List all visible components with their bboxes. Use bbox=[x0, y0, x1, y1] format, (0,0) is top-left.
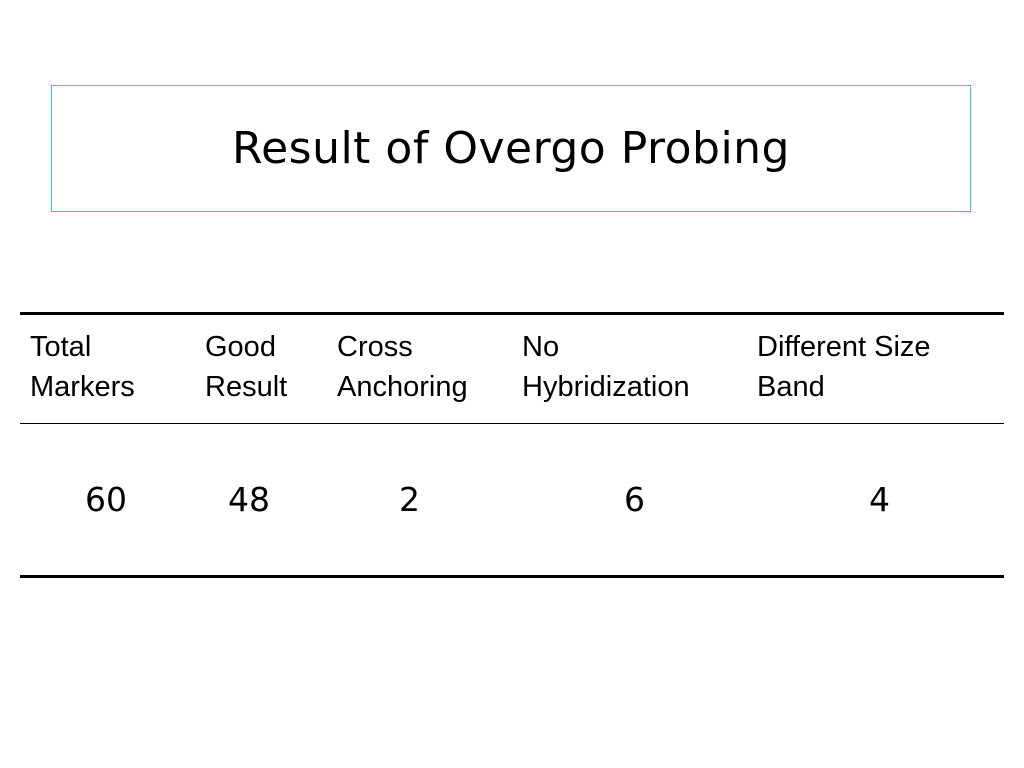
results-table: Total Markers Good Result Cross Anchorin… bbox=[20, 312, 1004, 578]
cell-total-markers: 60 bbox=[85, 480, 127, 519]
title-box: Result of Overgo Probing bbox=[51, 85, 971, 212]
header-line: Different Size bbox=[757, 331, 931, 363]
header-line: Markers bbox=[30, 371, 135, 403]
header-line: Cross bbox=[337, 331, 413, 363]
header-cross-anchoring: Cross Anchoring bbox=[327, 314, 512, 424]
header-good-result: Good Result bbox=[195, 314, 327, 424]
page-title: Result of Overgo Probing bbox=[231, 123, 790, 174]
header-line: Total bbox=[30, 331, 92, 363]
header-line: Hybridization bbox=[522, 371, 690, 403]
header-line: No bbox=[522, 331, 560, 363]
header-line: Anchoring bbox=[337, 371, 468, 403]
cell-cross-anchoring: 2 bbox=[399, 480, 420, 519]
table-row: 60 48 2 6 4 bbox=[20, 424, 1004, 577]
header-no-hybridization: No Hybridization bbox=[512, 314, 747, 424]
cell-good-result: 48 bbox=[228, 480, 270, 519]
header-different-size-band: Different Size Band bbox=[747, 314, 1004, 424]
header-line: Result bbox=[205, 371, 288, 403]
cell-no-hybridization: 6 bbox=[624, 480, 645, 519]
header-line: Good bbox=[205, 331, 276, 363]
header-line: Band bbox=[757, 371, 825, 403]
header-total-markers: Total Markers bbox=[20, 314, 195, 424]
table-header-row: Total Markers Good Result Cross Anchorin… bbox=[20, 313, 1004, 424]
cell-different-size-band: 4 bbox=[869, 480, 890, 519]
